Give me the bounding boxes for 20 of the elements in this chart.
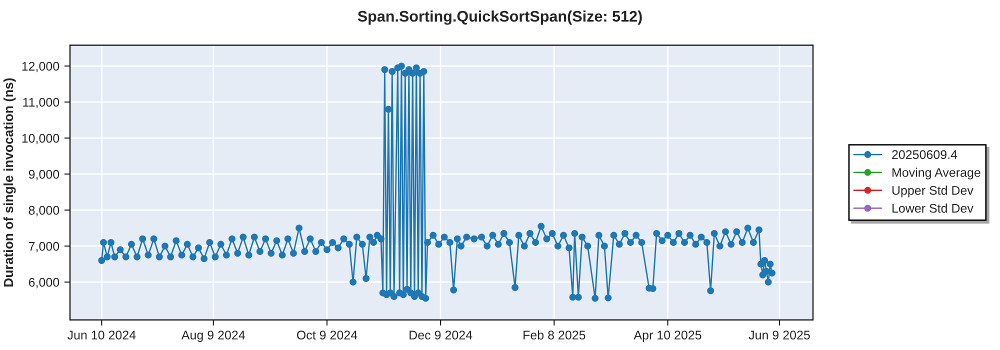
x-tick-label: Jun 10 2024 (67, 330, 136, 340)
x-tick-label: Oct 9 2024 (296, 330, 358, 340)
y-axis-title: Duration of single invocation (ns) (3, 78, 16, 286)
legend-label: Upper Std Dev (892, 186, 974, 198)
y-tick-label: 8,000 (28, 206, 60, 216)
chart-title: Span.Sorting.QuickSortSpan(Size: 512) (358, 10, 642, 25)
y-tick-label: 11,000 (23, 98, 60, 108)
x-tick-label: Feb 8 2025 (524, 330, 586, 340)
x-tick-label: Jun 9 2025 (748, 330, 810, 340)
legend-label: Moving Average (892, 168, 980, 180)
y-tick-label: 6,000 (28, 278, 60, 288)
y-tick-label: 9,000 (28, 170, 60, 180)
legend-label: 20250609.4 (892, 150, 958, 160)
x-tick-label: Dec 9 2024 (410, 330, 472, 340)
y-tick-label: 7,000 (28, 242, 60, 252)
y-tick-label: 12,000 (22, 62, 60, 72)
legend-label: Lower Std Dev (892, 204, 974, 213)
x-tick-label: Aug 9 2024 (181, 330, 245, 342)
x-tick-label: Apr 10 2025 (634, 330, 702, 342)
y-tick-label: 10,000 (22, 134, 60, 144)
